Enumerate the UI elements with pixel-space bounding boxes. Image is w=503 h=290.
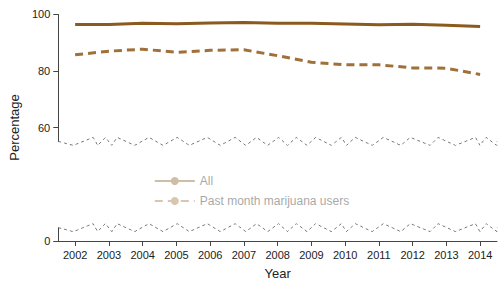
svg-text:2008: 2008 [265, 249, 289, 261]
svg-text:2014: 2014 [468, 249, 492, 261]
svg-text:0: 0 [44, 235, 50, 247]
svg-text:2011: 2011 [367, 249, 391, 261]
svg-text:2007: 2007 [232, 249, 256, 261]
svg-text:60: 60 [38, 122, 50, 134]
svg-text:2012: 2012 [400, 249, 424, 261]
svg-text:2003: 2003 [97, 249, 121, 261]
svg-text:80: 80 [38, 65, 50, 77]
svg-text:2013: 2013 [434, 249, 458, 261]
svg-text:2005: 2005 [164, 249, 188, 261]
svg-text:2004: 2004 [130, 249, 154, 261]
svg-text:100: 100 [32, 8, 50, 20]
svg-text:2006: 2006 [198, 249, 222, 261]
svg-text:2002: 2002 [63, 249, 87, 261]
svg-text:2010: 2010 [333, 249, 357, 261]
svg-text:Percentage: Percentage [7, 94, 22, 161]
svg-text:2009: 2009 [299, 249, 323, 261]
svg-text:Year: Year [264, 266, 291, 281]
